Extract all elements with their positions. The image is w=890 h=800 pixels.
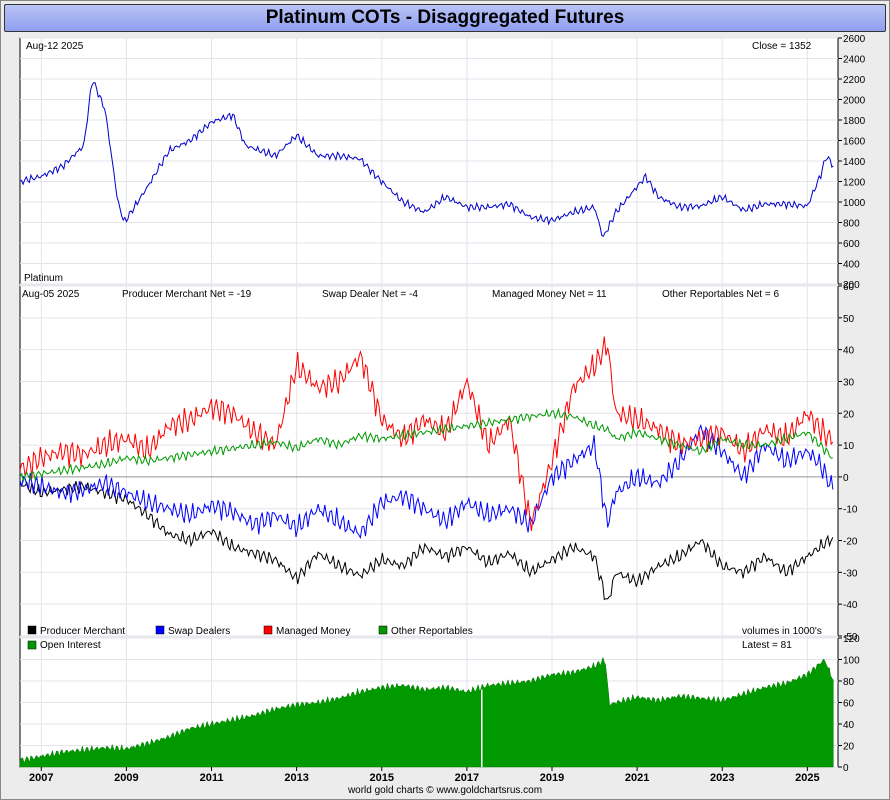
oi-legend-swatch	[27, 640, 37, 650]
oi-panel-tick-label: 120	[843, 634, 860, 645]
platinum-price-line	[19, 82, 834, 237]
x-tick-label: 2009	[114, 772, 138, 784]
cot-net-header: Other Reportables Net = 6	[662, 289, 779, 300]
oi-panel-tick-label: 100	[843, 656, 860, 667]
price-panel-tick-label: 1600	[843, 137, 866, 148]
legend-swatch	[155, 625, 165, 635]
chart-title: Platinum COTs - Disaggregated Futures	[4, 4, 886, 32]
cot-panel-tick-label: -50	[843, 632, 858, 643]
oi-panel-tick-label: 20	[843, 742, 855, 753]
x-tick-label: 2011	[200, 772, 224, 784]
cot-series-managed-money	[19, 336, 834, 531]
cot-panel-tick-label: -40	[843, 600, 858, 611]
oi-panel-tick-label: 40	[843, 720, 855, 731]
x-tick-label: 2013	[284, 772, 308, 784]
cot-net-header: Swap Dealer Net = -4	[322, 289, 418, 300]
cot-net-header: Producer Merchant Net = -19	[122, 289, 252, 300]
x-tick-label: 2025	[795, 772, 819, 784]
cot-net-header: Managed Money Net = 11	[492, 289, 607, 300]
cot-panel-tick-label: 20	[843, 409, 855, 420]
price-panel-tick-label: 1000	[843, 198, 866, 209]
price-series-label: Platinum	[24, 273, 63, 284]
cot-date-label: Aug-05 2025	[22, 289, 80, 300]
x-tick-label: 2021	[625, 772, 649, 784]
footer-credit: world gold charts © www.goldchartsrus.co…	[347, 785, 543, 796]
legend-label: Swap Dealers	[168, 626, 230, 637]
price-panel-tick-label: 2600	[843, 34, 866, 45]
price-panel-tick-label: 1800	[843, 116, 866, 127]
cot-units-note: volumes in 1000's	[742, 626, 822, 637]
oi-panel-tick-label: 0	[843, 763, 849, 774]
price-panel-tick-label: 1200	[843, 178, 866, 189]
oi-panel-tick-label: 80	[843, 677, 855, 688]
legend-swatch	[263, 625, 273, 635]
legend-label: Managed Money	[276, 626, 351, 637]
x-tick-label: 2017	[455, 772, 479, 784]
cot-panel-tick-label: 60	[843, 282, 855, 293]
price-panel-tick-label: 200	[843, 280, 860, 291]
cot-series-producer-merchant	[19, 480, 834, 601]
price-panel-tick-label: 600	[843, 239, 860, 250]
cot-panel-tick-label: 40	[843, 346, 855, 357]
oi-latest-label: Latest = 81	[742, 640, 792, 651]
price-panel-tick-label: 2400	[843, 55, 866, 66]
price-panel-tick-label: 800	[843, 219, 860, 230]
cot-panel-tick-label: 0	[843, 473, 849, 484]
cot-series-other-reportables	[19, 407, 834, 483]
legend-label: Producer Merchant	[40, 626, 125, 637]
cot-panel-tick-label: 10	[843, 441, 855, 452]
cot-panel-tick-label: -10	[843, 505, 858, 516]
legend-swatch	[378, 625, 388, 635]
oi-panel-tick-label: 60	[843, 699, 855, 710]
legend-swatch	[27, 625, 37, 635]
x-tick-label: 2015	[370, 772, 394, 784]
price-panel-tick-label: 2200	[843, 75, 866, 86]
price-panel-tick-label: 2000	[843, 96, 866, 107]
cot-series-swap-dealers	[19, 424, 834, 540]
x-tick-label: 2007	[29, 772, 53, 784]
cot-panel-tick-label: 50	[843, 314, 855, 325]
price-panel-tick-label: 1400	[843, 157, 866, 168]
legend-label: Other Reportables	[391, 626, 473, 637]
x-tick-label: 2023	[710, 772, 734, 784]
cot-panel-tick-label: 30	[843, 377, 855, 388]
cot-panel-tick-label: -30	[843, 568, 858, 579]
price-close-label: Close = 1352	[752, 41, 812, 52]
open-interest-area	[19, 656, 834, 768]
x-tick-label: 2019	[540, 772, 564, 784]
price-date-label: Aug-12 2025	[26, 41, 84, 52]
oi-series-label: Open Interest	[40, 640, 101, 651]
cot-panel-background	[19, 285, 839, 637]
cot-panel-tick-label: -20	[843, 537, 858, 548]
price-panel-tick-label: 400	[843, 260, 860, 271]
